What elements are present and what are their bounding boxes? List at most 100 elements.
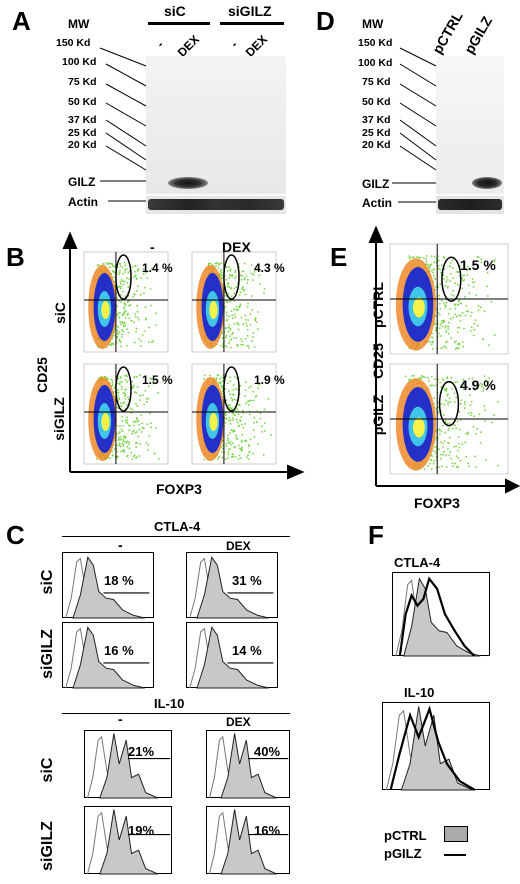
percent-b-3: 1.5 % xyxy=(142,373,173,387)
panel-f-letter: F xyxy=(368,520,384,550)
western-blot-d xyxy=(436,56,504,194)
actin-label-d: Actin xyxy=(362,196,392,210)
histogram-c-ctla4-3 xyxy=(62,622,154,689)
il10-title-f: IL-10 xyxy=(404,685,435,700)
flow-density-plot xyxy=(389,243,509,355)
percent-c-ctla4-3: 16 % xyxy=(104,643,134,658)
dot-plot-b-2 xyxy=(191,251,277,353)
legend-swatch-pctrl xyxy=(444,826,468,842)
histogram-c-ctla4-4 xyxy=(186,622,278,689)
col-header-b-2: DEX xyxy=(222,239,251,255)
ctla4-rule-c xyxy=(62,536,290,537)
percent-c-il10-2: 40% xyxy=(254,744,281,759)
mw-marker-a: 20 Kd xyxy=(68,139,97,151)
percent-c-ctla4-4: 14 % xyxy=(232,643,262,658)
flow-histogram xyxy=(62,552,154,619)
ctla4-title-f: CTLA-4 xyxy=(394,555,441,570)
il10-rule-c xyxy=(62,713,290,714)
flow-density-plot xyxy=(191,251,277,353)
dot-plot-e-2 xyxy=(389,363,509,475)
flow-histogram xyxy=(186,552,278,619)
row-label-c-1: siC xyxy=(39,569,56,595)
flow-histogram xyxy=(62,622,154,689)
x-axis-label-b: FOXP3 xyxy=(156,481,202,497)
flow-histogram xyxy=(206,806,290,875)
gilz-label-a: GILZ xyxy=(68,175,96,189)
histogram-c-il10-4 xyxy=(206,806,290,875)
flow-density-plot xyxy=(83,251,169,353)
mw-marker-d: 100 Kd xyxy=(358,57,393,69)
flow-density-plot xyxy=(191,363,277,465)
actin-bands-d xyxy=(438,199,502,210)
dot-plot-b-4 xyxy=(191,363,277,465)
mw-label-a: MW xyxy=(68,17,90,31)
row-label-c-2: siGILZ xyxy=(39,629,56,679)
histogram-f-il10 xyxy=(382,702,490,791)
gilz-band-d xyxy=(472,177,502,189)
group-label-sic: siC xyxy=(164,3,186,19)
flow-density-plot xyxy=(389,363,509,475)
group-label-sigilz: siGILZ xyxy=(228,3,272,19)
histogram-c-il10-1 xyxy=(84,730,172,799)
histogram-c-il10-3 xyxy=(84,806,172,875)
percent-b-2: 4.3 % xyxy=(254,261,285,275)
row-label-c-3: siC xyxy=(39,757,56,783)
flow-histogram xyxy=(84,730,172,799)
flow-density-plot xyxy=(83,363,169,465)
mw-marker-a: 25 Kd xyxy=(68,127,97,139)
mw-marker-a: 150 Kd xyxy=(56,37,91,49)
percent-c-il10-1: 21% xyxy=(128,744,155,759)
panel-c-letter: C xyxy=(6,520,25,550)
col-header-b-1: - xyxy=(150,239,155,255)
histogram-c-ctla4-2 xyxy=(186,552,278,619)
mw-marker-d: 25 Kd xyxy=(362,127,391,139)
legend-line-pgilz xyxy=(444,854,466,856)
histogram-f-ctla4 xyxy=(392,572,490,657)
mw-marker-a: 75 Kd xyxy=(68,76,97,88)
col-header-c-2: DEX xyxy=(226,539,251,553)
mw-marker-a: 37 Kd xyxy=(68,114,97,126)
flow-histogram xyxy=(206,730,290,799)
row-label-c-4: siGILZ xyxy=(39,821,56,871)
panel-b-letter: B xyxy=(6,242,25,272)
gilz-band-a xyxy=(168,177,208,189)
dot-plot-b-1 xyxy=(83,251,169,353)
percent-e-2: 4.9 % xyxy=(460,377,496,393)
flow-histogram xyxy=(392,572,490,657)
western-blot-a xyxy=(146,56,286,194)
col-header-c-4: DEX xyxy=(226,715,251,729)
actin-bands-a xyxy=(148,199,284,210)
flow-histogram xyxy=(382,702,490,791)
percent-e-1: 1.5 % xyxy=(460,257,496,273)
gilz-label-d: GILZ xyxy=(362,177,390,191)
il10-title-c: IL-10 xyxy=(154,696,185,711)
col-header-c-1: - xyxy=(118,537,123,553)
panel-d-letter: D xyxy=(316,6,335,36)
legend-label-pgilz: pGILZ xyxy=(384,846,422,861)
panel-a-letter: A xyxy=(12,6,31,36)
x-axis-label-e: FOXP3 xyxy=(414,495,460,511)
histogram-c-il10-2 xyxy=(206,730,290,799)
percent-c-il10-4: 16% xyxy=(254,823,281,838)
mw-marker-a: 50 Kd xyxy=(68,96,97,108)
percent-c-il10-3: 19% xyxy=(128,823,155,838)
col-header-c-3: - xyxy=(118,711,123,727)
actin-label-a: Actin xyxy=(68,195,98,209)
legend-label-pctrl: pCTRL xyxy=(384,828,427,843)
mw-marker-a: 100 Kd xyxy=(62,56,97,68)
group-bar-sic xyxy=(148,22,210,25)
percent-b-4: 1.9 % xyxy=(254,373,285,387)
ctla4-title-c: CTLA-4 xyxy=(154,519,201,534)
mw-label-d: MW xyxy=(362,17,384,31)
mw-marker-d: 50 Kd xyxy=(362,96,391,108)
panel-e-letter: E xyxy=(330,242,348,272)
percent-c-ctla4-1: 18 % xyxy=(104,573,134,588)
histogram-c-ctla4-1 xyxy=(62,552,154,619)
dot-plot-e-1 xyxy=(389,243,509,355)
percent-b-1: 1.4 % xyxy=(142,261,173,275)
mw-marker-d: 20 Kd xyxy=(362,139,391,151)
